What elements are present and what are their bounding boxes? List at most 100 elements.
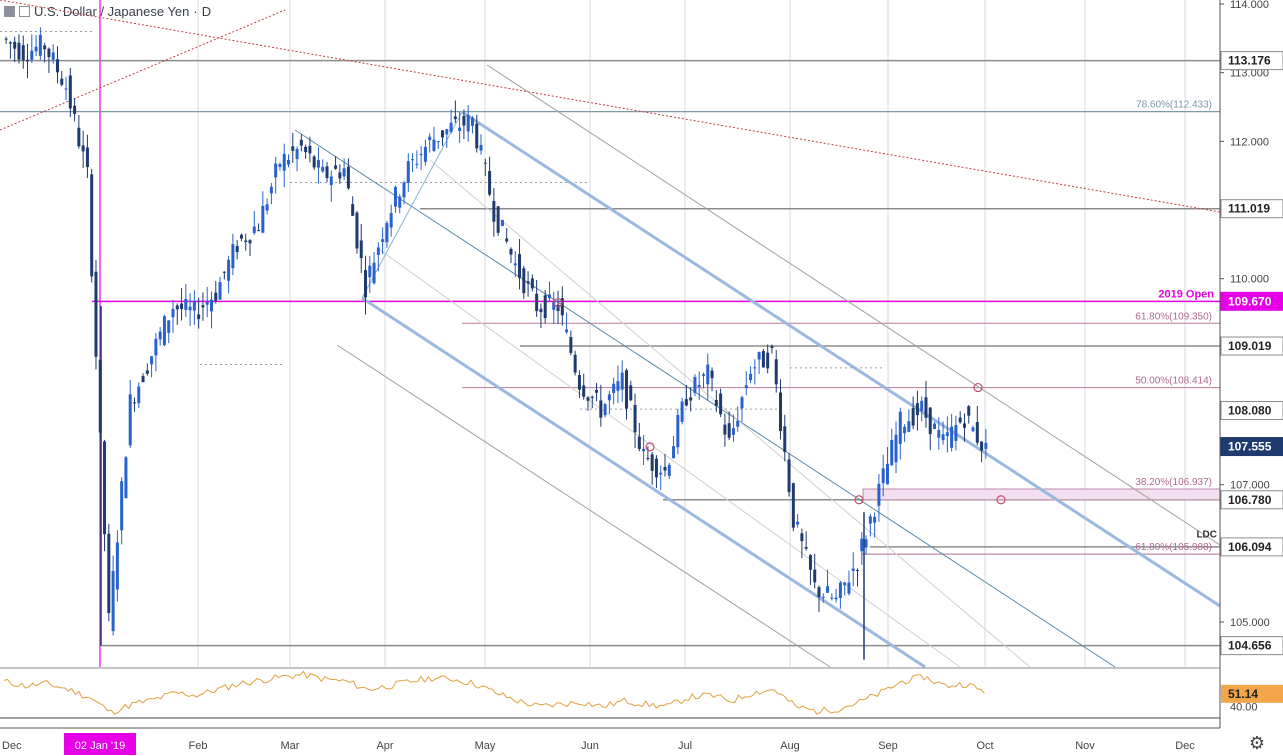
candle-body xyxy=(278,164,282,168)
x-tick-label: Dec xyxy=(2,740,22,752)
x-tick-label: Oct xyxy=(976,740,993,752)
candle-body xyxy=(90,174,94,277)
candle-body xyxy=(629,385,633,401)
x-tick-label: Aug xyxy=(780,740,800,752)
candle-body xyxy=(158,331,162,340)
candle-body xyxy=(958,417,962,423)
candle-body xyxy=(582,385,586,397)
pivot-marker xyxy=(553,298,563,308)
candle-body xyxy=(13,41,17,49)
candle-body xyxy=(967,406,971,416)
candle-body xyxy=(975,422,979,443)
candle-body xyxy=(244,240,248,243)
candle-body xyxy=(513,263,517,266)
candle-body xyxy=(321,166,325,172)
candle-body xyxy=(188,306,192,311)
candle-body xyxy=(573,354,577,373)
candle-body xyxy=(192,301,196,311)
candle-body xyxy=(962,423,966,428)
rsi-line xyxy=(3,670,985,715)
candle-body xyxy=(500,219,504,226)
candle-body xyxy=(915,403,919,416)
price-tag-box xyxy=(1220,291,1283,311)
channel-median-line xyxy=(294,129,1116,668)
candle-body xyxy=(235,246,239,253)
price-tag-box xyxy=(1220,490,1283,510)
candle-body xyxy=(68,75,72,109)
candle-body xyxy=(783,426,787,453)
candle-body xyxy=(287,159,291,165)
candle-body xyxy=(479,144,483,151)
candle-body xyxy=(642,448,646,452)
candle-body xyxy=(856,570,860,572)
gear-icon[interactable]: ⚙ xyxy=(1248,733,1266,753)
candle-body xyxy=(727,423,731,438)
candle-body xyxy=(556,304,560,312)
rsi-tick-label: 40.00 xyxy=(1230,702,1258,714)
candle-body xyxy=(107,533,111,614)
candle-body xyxy=(338,172,342,179)
candle-body xyxy=(821,596,825,598)
candle-body xyxy=(137,386,141,404)
candle-body xyxy=(620,372,624,390)
candle-body xyxy=(325,166,329,179)
candle-body xyxy=(453,116,457,120)
candle-body xyxy=(462,116,466,126)
candle-body xyxy=(402,182,406,198)
price-tag-box xyxy=(1220,537,1283,557)
candle-body xyxy=(603,404,607,416)
candle-body xyxy=(697,385,701,387)
candle-body xyxy=(85,147,89,168)
price-tag-box xyxy=(1220,401,1283,421)
candle-body xyxy=(184,299,188,310)
candle-body xyxy=(445,129,449,135)
candle-body xyxy=(120,481,124,531)
candle-body xyxy=(933,423,937,429)
candle-body xyxy=(162,316,166,346)
x-tick-label: May xyxy=(475,740,496,752)
candle-body xyxy=(766,352,770,369)
candle-body xyxy=(8,42,12,44)
candle-body xyxy=(847,582,851,594)
candle-body xyxy=(714,399,718,407)
candle-body xyxy=(552,301,556,310)
candle-body xyxy=(295,148,299,160)
channel-upper-line xyxy=(461,110,1221,608)
y-tick-label: 112.000 xyxy=(1230,136,1269,148)
candle-body xyxy=(17,42,21,60)
candle-body xyxy=(342,168,346,177)
y-tick-label: 114.000 xyxy=(1230,0,1269,11)
x-tick-label: Apr xyxy=(376,740,393,752)
chart-title: U.S. Dollar / Japanese Yen · D xyxy=(4,2,216,20)
candle-body xyxy=(530,278,534,289)
candle-body xyxy=(415,163,419,165)
candle-body xyxy=(868,516,872,524)
y-tick-label: 107.000 xyxy=(1230,480,1270,492)
candle-body xyxy=(111,571,115,632)
candle-body xyxy=(526,281,530,284)
candle-body xyxy=(64,88,68,90)
candle-body xyxy=(368,265,372,278)
candle-body xyxy=(740,397,744,409)
candle-body xyxy=(860,538,864,552)
candle-body xyxy=(304,146,308,153)
candle-body xyxy=(565,329,569,333)
price-tag-label: 109.670 xyxy=(1228,294,1272,308)
candle-body xyxy=(607,394,611,401)
candle-body xyxy=(659,472,663,475)
candle-body xyxy=(779,392,783,432)
candle-body xyxy=(214,292,218,301)
candle-body xyxy=(804,546,808,549)
price-tag-box xyxy=(1220,199,1283,219)
candle-body xyxy=(26,59,30,62)
candle-body xyxy=(950,426,954,448)
candle-body xyxy=(911,408,915,426)
candle-body xyxy=(81,145,85,152)
candle-body xyxy=(51,52,55,60)
x-tick-label: Dec xyxy=(1175,740,1195,752)
candle-body xyxy=(689,397,693,401)
candle-body xyxy=(150,356,154,365)
title-separator: · xyxy=(193,3,198,19)
candle-body xyxy=(475,123,479,149)
